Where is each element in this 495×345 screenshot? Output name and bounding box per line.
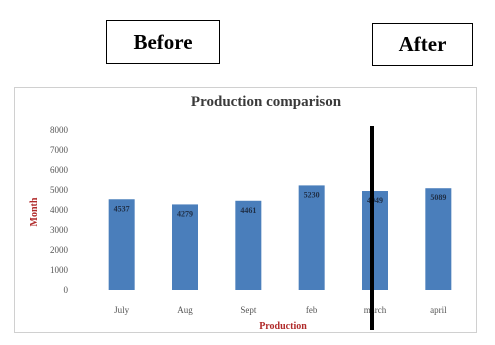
y-axis-title: Month	[29, 197, 40, 226]
data-label: 5089	[430, 193, 446, 202]
y-tick-label: 3000	[50, 225, 69, 235]
bar-series	[108, 185, 452, 290]
before-label-box: Before	[106, 20, 220, 64]
x-tick-label: march	[364, 305, 387, 315]
x-tick-label: Sept	[240, 305, 257, 315]
data-labels: 4537 4279 4461 5230 4949 5089	[114, 190, 447, 218]
data-label: 4537	[114, 204, 130, 213]
x-tick-label: april	[430, 305, 447, 315]
y-tick-label: 2000	[50, 245, 69, 255]
x-tick-label: July	[114, 305, 130, 315]
bar-feb	[298, 185, 325, 290]
data-label: 5230	[304, 190, 320, 199]
before-label: Before	[133, 29, 193, 54]
bar-sept	[235, 200, 262, 290]
y-tick-label: 7000	[50, 145, 69, 155]
y-tick-label: 1000	[50, 265, 69, 275]
bar-aug	[172, 204, 198, 290]
bar-july	[108, 199, 135, 290]
data-label: 4279	[177, 209, 193, 218]
x-tick-label: feb	[306, 305, 318, 315]
after-label: After	[398, 32, 447, 56]
x-axis-ticks: July Aug Sept feb march april	[114, 305, 447, 315]
x-axis-title: Production	[259, 321, 307, 332]
after-label-box: After	[372, 23, 473, 66]
y-tick-label: 6000	[50, 165, 69, 175]
y-tick-label: 8000	[50, 125, 69, 135]
bar-april	[425, 188, 452, 290]
x-tick-label: Aug	[177, 305, 193, 315]
bar-march	[362, 191, 388, 290]
y-tick-label: 4000	[50, 205, 69, 215]
data-label: 4461	[240, 206, 256, 215]
data-label: 4949	[367, 196, 383, 205]
y-tick-label: 0	[64, 285, 69, 295]
y-tick-label: 5000	[50, 185, 69, 195]
y-axis-ticks: 0 1000 2000 3000 4000 5000 6000 7000 8000	[50, 125, 69, 295]
chart-title: Production comparison	[191, 94, 342, 110]
